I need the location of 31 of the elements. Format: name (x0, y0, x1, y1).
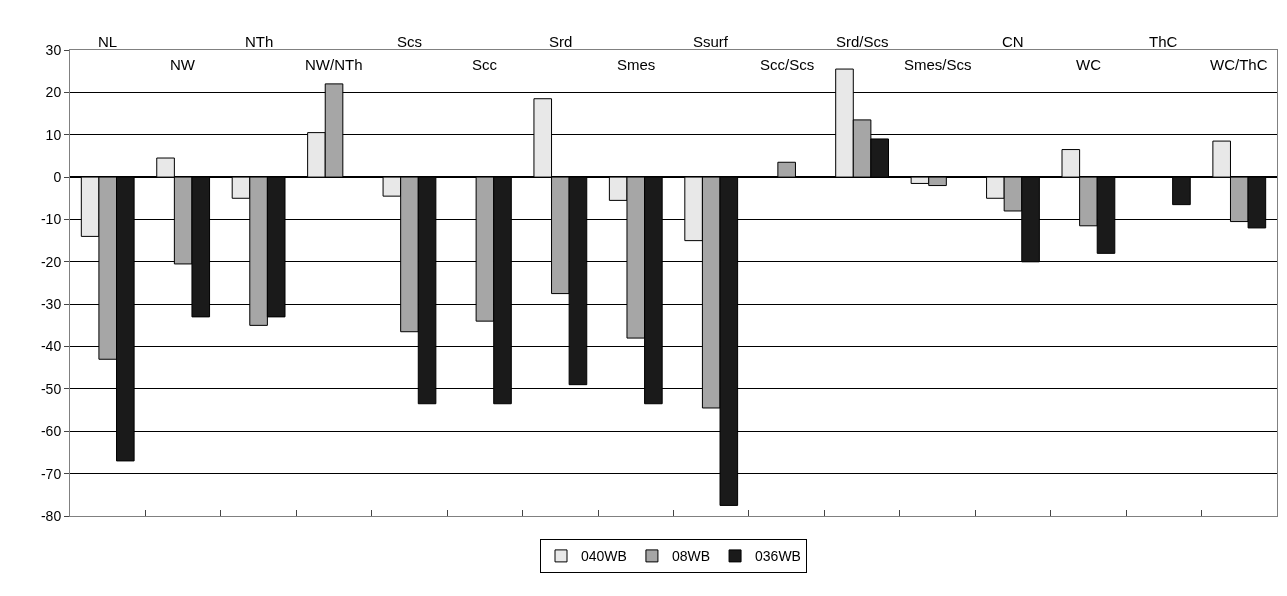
y-tick-label: -70 (40, 465, 62, 482)
legend-label: 08WB (671, 548, 711, 565)
x-tick-label: Smes (617, 56, 656, 73)
x-tick-label: Srd/Scs (836, 33, 889, 50)
x-tick-label: WC (1076, 56, 1102, 73)
y-tick-label: 30 (45, 41, 62, 58)
legend-label: 036WB (755, 548, 801, 565)
x-tick-label: WC/ThC (1210, 56, 1268, 73)
y-tick-label: -50 (40, 380, 62, 397)
y-tick-label: 0 (53, 168, 62, 185)
x-tick-label: NW/NTh (305, 56, 363, 73)
y-tick-label: -20 (40, 253, 62, 270)
legend-label: 040WB (581, 548, 627, 565)
y-tick-label: 10 (45, 126, 62, 143)
x-tick-label: CN (1002, 33, 1024, 50)
x-tick-label: Scc (472, 56, 498, 73)
x-tick-label: NL (98, 33, 118, 50)
x-tick-label: Scs (397, 33, 423, 50)
y-tick-label: -80 (40, 507, 62, 524)
x-tick-label: ThC (1149, 33, 1178, 50)
x-tick-label: Smes/Scs (904, 56, 972, 73)
x-tick-label: NW (170, 56, 196, 73)
x-tick-label: Srd (549, 33, 573, 50)
x-tick-label: Ssurf (693, 33, 729, 50)
y-tick-label: 20 (45, 84, 62, 101)
y-tick-label: -60 (40, 423, 62, 440)
y-tick-label: -40 (40, 338, 62, 355)
x-tick-label: NTh (245, 33, 274, 50)
y-tick-label: -10 (40, 211, 62, 228)
x-tick-label: Scc/Scs (760, 56, 815, 73)
y-tick-label: -30 (40, 296, 62, 313)
